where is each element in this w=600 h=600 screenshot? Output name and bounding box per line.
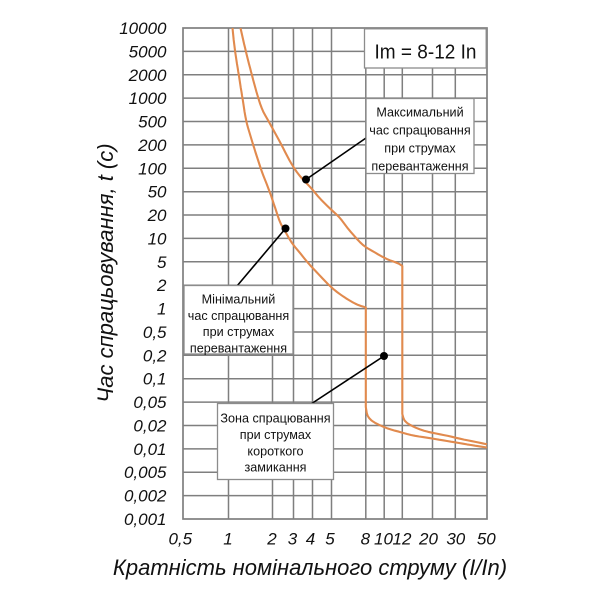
svg-text:30: 30 [446, 530, 465, 549]
svg-text:час спрацювання: час спрацювання [369, 124, 470, 138]
svg-text:200: 200 [137, 136, 167, 155]
svg-text:замикання: замикання [245, 461, 307, 475]
svg-text:Кратність номінального струму: Кратність номінального струму (I/In) [113, 555, 507, 580]
svg-text:2000: 2000 [128, 66, 167, 85]
svg-text:10: 10 [374, 530, 393, 549]
svg-text:5: 5 [325, 530, 335, 549]
svg-text:50: 50 [477, 530, 496, 549]
svg-text:0,01: 0,01 [133, 440, 166, 459]
svg-text:8: 8 [361, 530, 371, 549]
svg-text:10000: 10000 [119, 19, 167, 38]
svg-text:0,1: 0,1 [143, 370, 167, 389]
svg-text:0,005: 0,005 [124, 463, 167, 482]
svg-text:час спрацювання: час спрацювання [188, 309, 289, 323]
svg-text:Im = 8-12 In: Im = 8-12 In [375, 42, 477, 64]
svg-text:10: 10 [148, 229, 167, 248]
svg-text:1: 1 [157, 300, 166, 319]
svg-text:короткого: короткого [247, 444, 303, 458]
svg-text:Час спрацьовування, t (с): Час спрацьовування, t (с) [93, 143, 118, 402]
svg-text:0,02: 0,02 [133, 416, 167, 435]
svg-text:5: 5 [157, 253, 167, 272]
svg-text:Зона спрацювання: Зона спрацювання [220, 412, 330, 426]
svg-text:12: 12 [393, 530, 412, 549]
svg-text:перевантаження: перевантаження [371, 160, 468, 174]
svg-text:Максимальний: Максимальний [376, 106, 463, 120]
svg-text:при струмах: при струмах [384, 142, 456, 156]
svg-text:перевантаження: перевантаження [190, 341, 287, 355]
svg-text:100: 100 [138, 159, 167, 178]
svg-text:20: 20 [418, 530, 438, 549]
svg-text:0,001: 0,001 [124, 510, 167, 529]
svg-text:0,002: 0,002 [124, 487, 167, 506]
svg-text:500: 500 [138, 113, 167, 132]
svg-text:0,5: 0,5 [143, 323, 167, 342]
svg-text:0,05: 0,05 [133, 393, 167, 412]
svg-text:5000: 5000 [129, 42, 167, 61]
svg-text:2: 2 [266, 530, 277, 549]
svg-text:20: 20 [147, 206, 167, 225]
svg-text:3: 3 [288, 530, 298, 549]
svg-text:0,5: 0,5 [168, 530, 192, 549]
svg-text:1: 1 [223, 530, 232, 549]
svg-text:50: 50 [148, 183, 167, 202]
svg-text:0,2: 0,2 [143, 346, 167, 365]
svg-text:при струмах: при струмах [203, 325, 275, 339]
svg-text:2: 2 [156, 276, 167, 295]
svg-text:4: 4 [306, 530, 315, 549]
svg-text:при струмах: при струмах [240, 428, 312, 442]
svg-text:Мінімальний: Мінімальний [202, 293, 276, 307]
svg-text:1000: 1000 [129, 89, 167, 108]
